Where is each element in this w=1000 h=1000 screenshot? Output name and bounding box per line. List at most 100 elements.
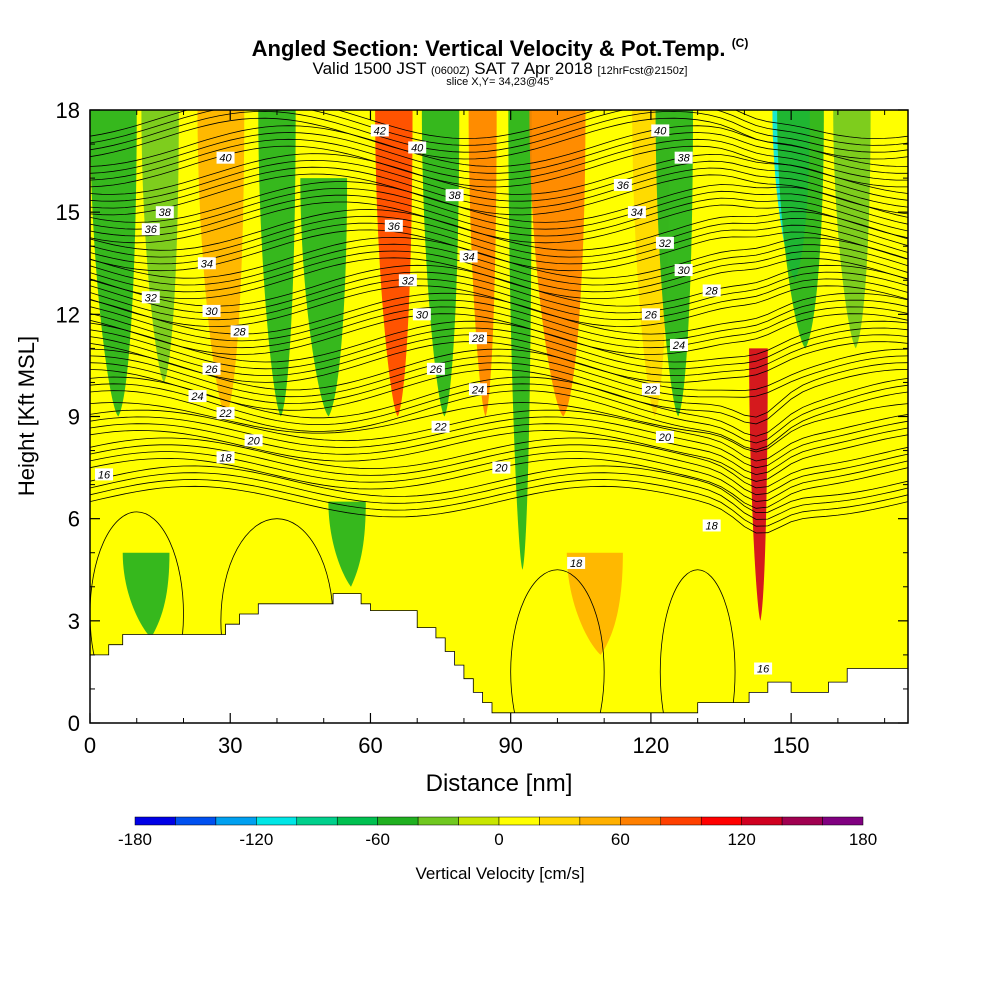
isentrope-label-34: 24 <box>672 340 685 352</box>
slice-info: slice X,Y= 34,23@45° <box>446 76 554 88</box>
y-tick-label-1: 3 <box>68 609 80 634</box>
isentrope-label-bg-2 <box>244 434 263 447</box>
isentrope-label-bg-37 <box>702 519 721 532</box>
colorbar-tick-label-4: 60 <box>611 830 630 849</box>
velocity-field <box>90 110 871 655</box>
isentrope-label-bg-10 <box>141 223 160 236</box>
y-tick-label-6: 18 <box>56 98 80 123</box>
isentrope-label-bg-1 <box>216 451 235 464</box>
isentrope-label-31: 30 <box>678 265 691 277</box>
y-tick-label-4: 12 <box>56 302 80 327</box>
isentrope-label-22: 24 <box>471 384 484 396</box>
isentrope-label-29: 34 <box>631 207 643 219</box>
isentrope-label-17: 34 <box>462 251 474 263</box>
isentrope-label-32: 28 <box>705 285 719 297</box>
isentrope-label-bg-16 <box>384 219 403 232</box>
isentropes <box>90 110 908 723</box>
isentrope-line-17 <box>90 362 908 418</box>
chart-title-mark: (C) <box>731 36 749 50</box>
isentrope-line-55 <box>90 110 908 140</box>
isentrope-label-bg-7 <box>202 304 221 317</box>
isentrope-label-1: 18 <box>219 452 232 464</box>
isentrope-line-46 <box>90 159 908 202</box>
isentrope-label-bg-35 <box>641 383 660 396</box>
colorbar-swatch-8 <box>458 816 500 826</box>
isentrope-line-0 <box>90 485 908 534</box>
isentrope-label-bg-31 <box>674 264 693 277</box>
isentrope-line-43 <box>90 181 908 223</box>
colorbar-swatch-4 <box>296 816 338 826</box>
isentrope-label-bg-3 <box>216 407 235 420</box>
x-tick-label-1: 30 <box>218 733 242 758</box>
isentrope-label-bg-28 <box>613 178 632 191</box>
isentrope-label-16: 36 <box>388 221 401 233</box>
velocity-band-3 <box>258 110 296 417</box>
isentrope-line-38 <box>90 215 908 258</box>
isentrope-label-2: 20 <box>246 435 260 447</box>
isentrope-label-0: 16 <box>98 469 111 481</box>
isentrope-label-4: 24 <box>190 391 203 403</box>
isentrope-label-6: 28 <box>232 326 246 338</box>
velocity-band-17 <box>328 501 366 587</box>
x-tick-label-2: 60 <box>358 733 382 758</box>
isentrope-label-bg-12 <box>216 151 235 164</box>
isentrope-label-bg-6 <box>230 325 249 338</box>
isentrope-label-bg-34 <box>669 338 688 351</box>
isentrope-line-3 <box>90 465 908 514</box>
isentrope-line-36 <box>90 229 908 272</box>
isentrope-label-38: 16 <box>757 664 770 676</box>
isentrope-loop-2 <box>659 569 736 723</box>
isentrope-line-32 <box>90 257 908 299</box>
colorbar-swatch-10 <box>539 816 581 826</box>
isentrope-label-bg-21 <box>426 362 445 375</box>
terrain-mask <box>90 593 908 723</box>
isentrope-label-bg-17 <box>459 250 478 263</box>
colorbar-label: Vertical Velocity [cm/s] <box>415 864 585 883</box>
isentrope-line-22 <box>90 327 908 370</box>
plot-area: 1618202224262830323436384042403836343230… <box>90 110 908 723</box>
isentrope-label-20: 28 <box>471 333 485 345</box>
colorbar-tick-label-5: 120 <box>727 830 755 849</box>
y-tick-label-0: 0 <box>68 711 80 736</box>
isentrope-label-bg-8 <box>141 291 160 304</box>
isentrope-line-23 <box>90 320 908 363</box>
colorbar-tick-label-2: -60 <box>365 830 390 849</box>
isentrope-label-7: 30 <box>205 306 218 318</box>
velocity-band-1 <box>141 110 179 383</box>
isentrope-line-16 <box>90 369 908 425</box>
x-tick-label-4: 120 <box>633 733 670 758</box>
colorbar: -180 -120 -60 0 60 120 180 <box>118 816 877 849</box>
isentrope-line-9 <box>90 423 908 476</box>
isentrope-label-8: 32 <box>145 292 157 304</box>
isentrope-label-bg-13 <box>370 124 389 137</box>
isentrope-label-bg-38 <box>754 662 773 675</box>
velocity-band-0 <box>90 110 137 417</box>
valid-date: SAT 7 Apr 2018 <box>474 59 593 78</box>
isentrope-label-10: 36 <box>145 224 158 236</box>
isentrope-label-30: 32 <box>659 238 671 250</box>
velocity-band-18 <box>566 552 623 655</box>
isentrope-line-37 <box>90 222 908 265</box>
isentrope-label-18: 32 <box>402 275 414 287</box>
colorbar-swatch-1 <box>175 816 217 826</box>
isentrope-line-54 <box>90 110 908 146</box>
y-axis-label: Height [Kft MSL] <box>14 336 39 496</box>
isentrope-label-bg-5 <box>202 362 221 375</box>
isentrope-label-27: 38 <box>678 153 691 165</box>
colorbar-swatch-9 <box>498 816 540 826</box>
colorbar-swatch-0 <box>134 816 176 826</box>
colorbar-swatch-12 <box>620 816 662 826</box>
colorbar-swatch-15 <box>741 816 783 826</box>
colorbar-swatch-2 <box>215 816 257 826</box>
colorbar-swatch-17 <box>822 816 864 826</box>
isentrope-label-bg-4 <box>188 390 207 403</box>
isentrope-line-8 <box>90 430 908 482</box>
isentrope-label-bg-33 <box>641 308 660 321</box>
colorbar-swatch-14 <box>700 816 742 826</box>
isentrope-label-33: 26 <box>644 309 658 321</box>
isentrope-label-bg-20 <box>468 332 487 345</box>
isentrope-label-bg-24 <box>492 461 511 474</box>
x-tick-label-0: 0 <box>84 733 96 758</box>
colorbar-swatch-5 <box>336 816 378 826</box>
isentrope-line-52 <box>90 117 908 160</box>
